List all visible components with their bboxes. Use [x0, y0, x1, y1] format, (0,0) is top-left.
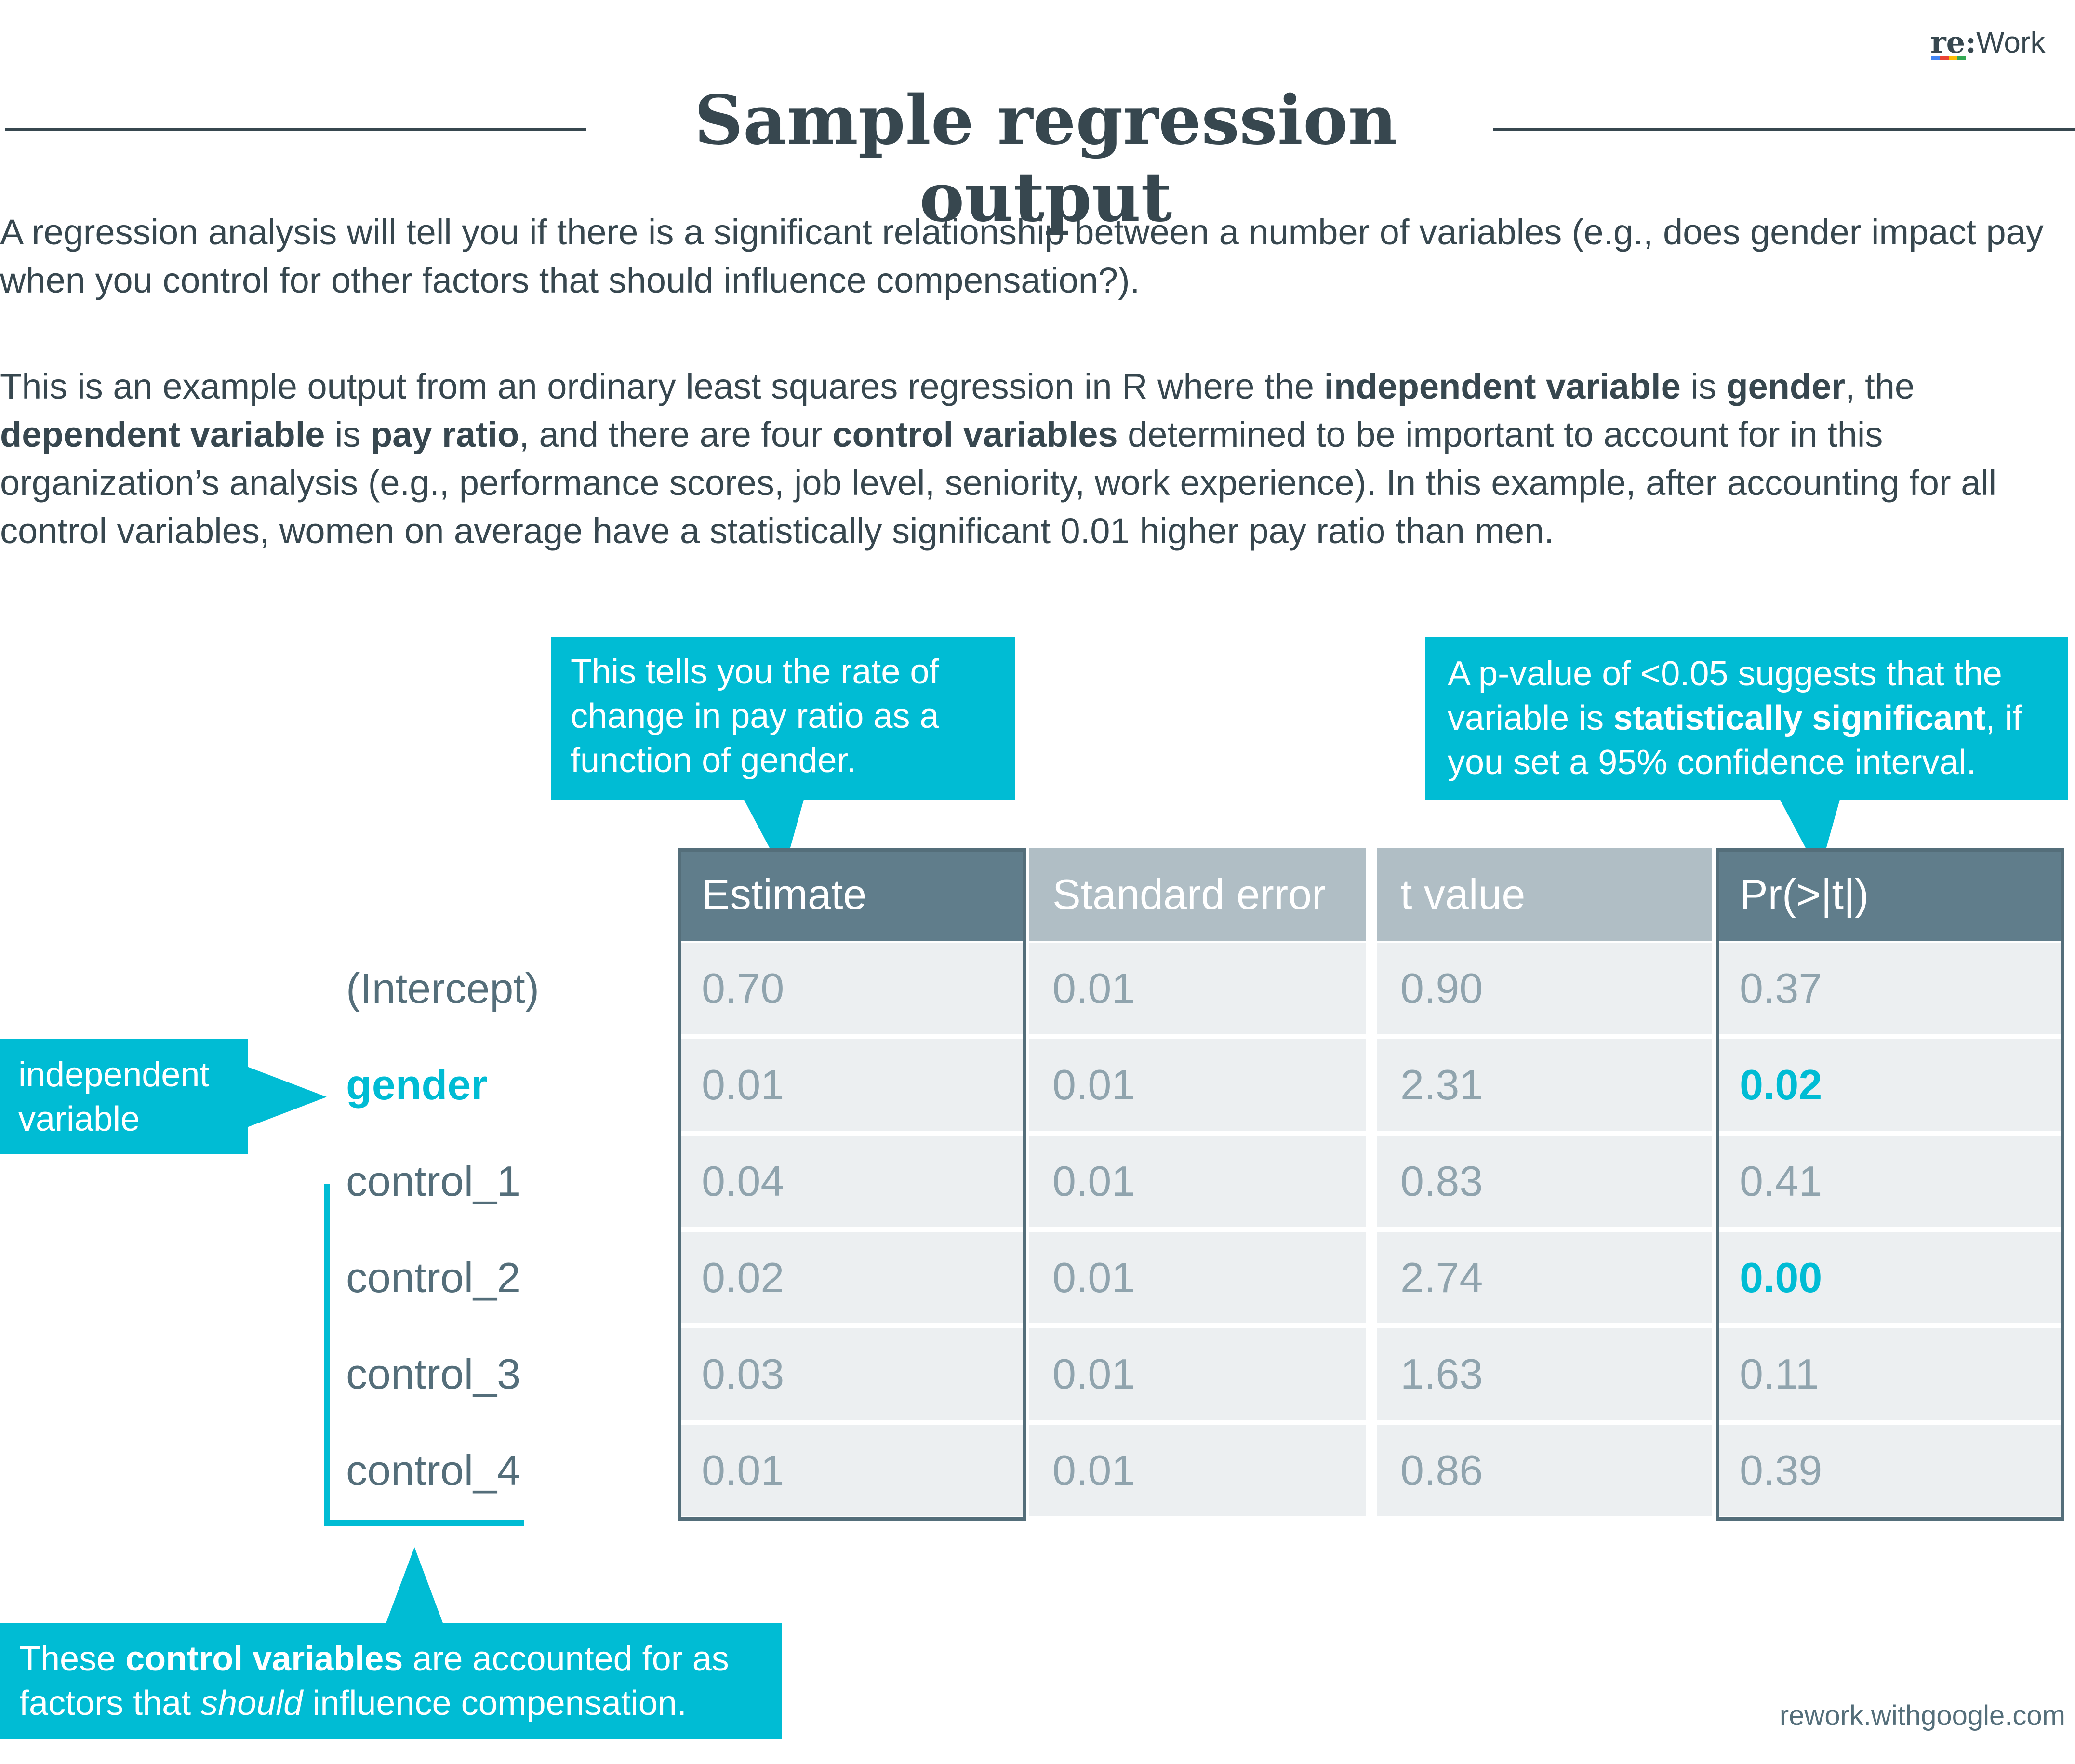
cell-p-value: 0.37	[1716, 943, 2063, 1034]
row-label-control-1: control_1	[346, 1157, 521, 1205]
estimate-callout-text: This tells you the rate of change in pay…	[571, 653, 939, 780]
cell-std-error: 0.01	[1029, 1328, 1366, 1420]
header-estimate: Estimate	[678, 848, 1025, 941]
intro-paragraph: A regression analysis will tell you if t…	[0, 212, 2044, 300]
cell-estimate: 0.04	[678, 1136, 1025, 1227]
cell-p-value-significant: 0.02	[1716, 1039, 2063, 1131]
footer-url: rework.withgoogle.com	[1779, 1700, 2065, 1731]
header-t-value: t value	[1377, 848, 1712, 941]
logo-color-bar	[1931, 56, 1966, 60]
header-p-value: Pr(>|t|)	[1716, 848, 2063, 941]
row-label-intercept: (Intercept)	[346, 964, 540, 1012]
pvalue-callout: A p-value of <0.05 suggests that the var…	[1425, 637, 2068, 800]
cell-std-error: 0.01	[1029, 1232, 1366, 1323]
cell-p-value-significant: 0.00	[1716, 1232, 2063, 1323]
cell-t-value: 1.63	[1377, 1328, 1712, 1420]
pvalue-callout-pointer	[1778, 796, 1841, 873]
row-label-gender: gender	[346, 1061, 488, 1109]
cell-t-value: 0.90	[1377, 943, 1712, 1034]
example-paragraph: This is an example output from an ordina…	[0, 366, 1997, 551]
row-label-control-3: control_3	[346, 1350, 521, 1398]
cell-p-value: 0.11	[1716, 1328, 2063, 1420]
estimate-callout-pointer	[742, 796, 805, 873]
title-rule-right	[1493, 128, 2075, 131]
cell-estimate: 0.01	[678, 1425, 1025, 1516]
cell-t-value: 0.83	[1377, 1136, 1712, 1227]
header-standard-error: Standard error	[1029, 848, 1366, 941]
cell-std-error: 0.01	[1029, 1425, 1366, 1516]
estimate-callout: This tells you the rate of change in pay…	[551, 637, 1015, 800]
pvalue-column-highlight	[1716, 848, 2064, 1521]
row-label-control-2: control_2	[346, 1254, 521, 1301]
cell-estimate: 0.70	[678, 943, 1025, 1034]
cell-t-value: 0.86	[1377, 1425, 1712, 1516]
cell-p-value: 0.41	[1716, 1136, 2063, 1227]
cell-estimate: 0.03	[678, 1328, 1025, 1420]
page-title: Sample regression output	[694, 81, 1397, 237]
rework-logo: re:Work	[1930, 20, 2046, 64]
controls-callout-pointer	[386, 1547, 443, 1624]
cell-std-error: 0.01	[1029, 1039, 1366, 1131]
estimate-column-highlight	[678, 848, 1026, 1521]
cell-estimate: 0.01	[678, 1039, 1025, 1131]
cell-t-value: 2.74	[1377, 1232, 1712, 1323]
cell-std-error: 0.01	[1029, 943, 1366, 1034]
cell-p-value: 0.39	[1716, 1425, 2063, 1516]
cell-estimate: 0.02	[678, 1232, 1025, 1323]
control-variables-callout: These control variables are accounted fo…	[0, 1623, 782, 1739]
independent-variable-callout: independent variable	[0, 1039, 248, 1154]
title-rule-left	[5, 128, 586, 131]
cell-t-value: 2.31	[1377, 1039, 1712, 1131]
row-label-control-4: control_4	[346, 1446, 521, 1494]
logo-prefix: re:	[1930, 25, 1976, 60]
controls-bracket-vertical	[324, 1184, 330, 1526]
controls-bracket-horizontal	[324, 1520, 524, 1526]
cell-std-error: 0.01	[1029, 1136, 1366, 1227]
independent-callout-pointer	[246, 1066, 327, 1128]
logo-suffix: Work	[1976, 26, 2046, 59]
